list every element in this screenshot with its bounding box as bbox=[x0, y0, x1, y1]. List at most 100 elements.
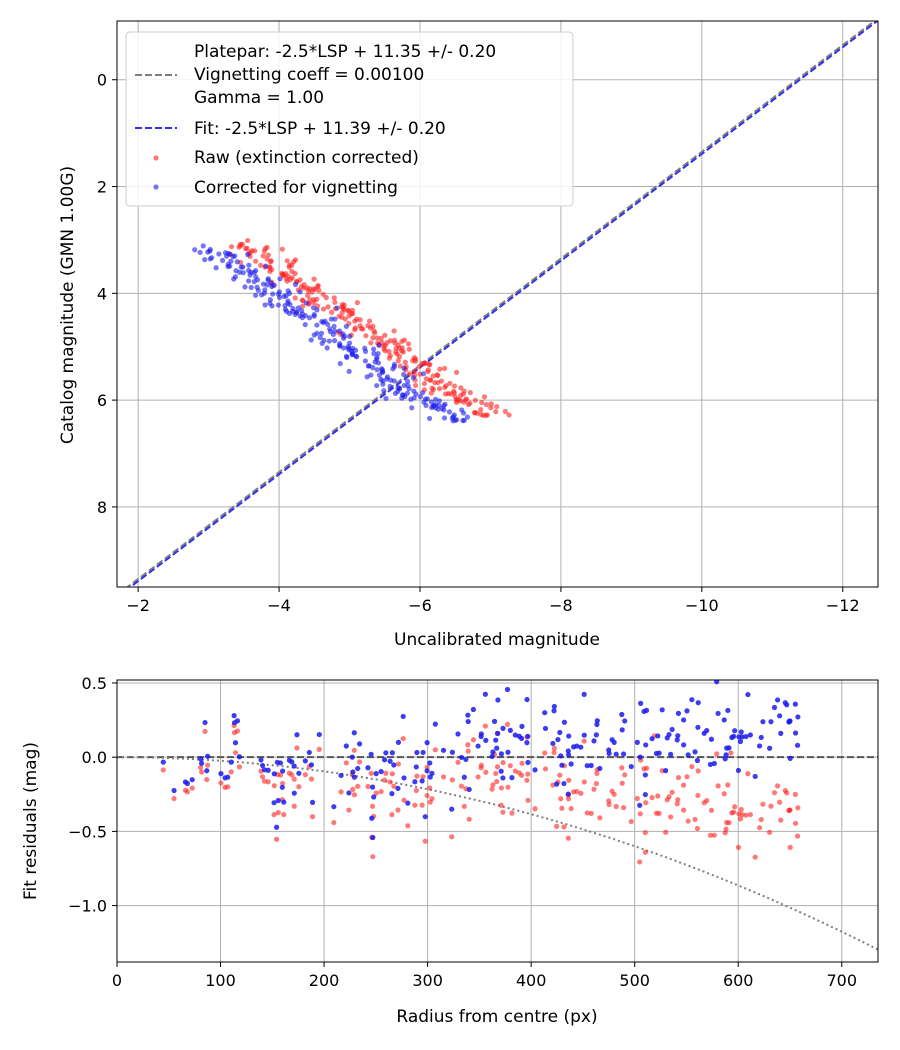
legend-fit-label: Fit: -2.5*LSP + 11.39 +/- 0.20 bbox=[194, 119, 446, 139]
corrected-residual-point bbox=[643, 742, 649, 748]
corrected-point bbox=[213, 265, 219, 271]
raw-residual-point bbox=[365, 783, 371, 790]
corrected-residual-point bbox=[638, 700, 644, 706]
corrected-point bbox=[314, 330, 320, 336]
corrected-point bbox=[286, 290, 293, 296]
corrected-residual-point bbox=[309, 799, 316, 805]
corrected-residual-point bbox=[542, 710, 548, 716]
corrected-residual-point bbox=[725, 707, 731, 714]
raw-residual-point bbox=[774, 783, 781, 789]
raw-residual-point bbox=[378, 788, 384, 795]
raw-residual-point bbox=[656, 810, 662, 817]
corrected-residual-point bbox=[684, 708, 690, 714]
raw-point bbox=[287, 262, 293, 268]
corrected-point bbox=[337, 360, 343, 367]
raw-point bbox=[341, 302, 347, 308]
corrected-residual-point bbox=[498, 751, 505, 757]
raw-residual-point bbox=[721, 791, 727, 797]
corrected-point bbox=[267, 300, 273, 306]
corrected-point bbox=[225, 261, 231, 267]
raw-residual-point bbox=[387, 779, 393, 785]
corrected-residual-point bbox=[500, 775, 506, 781]
raw-point bbox=[264, 244, 270, 250]
corrected-point bbox=[216, 251, 222, 257]
raw-residual-point bbox=[714, 751, 720, 757]
corrected-residual-point bbox=[236, 754, 243, 760]
corrected-point bbox=[380, 369, 386, 375]
corrected-residual-point bbox=[302, 758, 308, 764]
raw-residual-point bbox=[758, 816, 764, 823]
raw-residual-point bbox=[412, 802, 418, 808]
bottom-x-tick-label: 700 bbox=[826, 971, 857, 990]
corrected-residual-point bbox=[778, 730, 784, 736]
raw-residual-point bbox=[728, 750, 734, 756]
raw-point bbox=[436, 386, 443, 392]
corrected-residual-point bbox=[561, 719, 568, 725]
raw-residual-point bbox=[500, 809, 506, 815]
raw-point bbox=[426, 361, 432, 367]
corrected-point bbox=[262, 302, 268, 308]
raw-point bbox=[268, 259, 274, 265]
corrected-point bbox=[420, 371, 427, 377]
corrected-point bbox=[441, 415, 448, 421]
corrected-residual-point bbox=[493, 737, 499, 743]
corrected-residual-point bbox=[475, 743, 481, 749]
raw-residual-point bbox=[470, 737, 476, 743]
corrected-point bbox=[376, 342, 382, 348]
corrected-point bbox=[413, 391, 419, 397]
corrected-point bbox=[303, 300, 309, 306]
corrected-residual-point bbox=[739, 734, 745, 740]
corrected-residual-point bbox=[622, 718, 628, 724]
corrected-residual-point bbox=[412, 779, 418, 785]
raw-residual-point bbox=[498, 802, 504, 808]
corrected-residual-point bbox=[465, 712, 471, 718]
raw-residual-point bbox=[737, 816, 744, 822]
corrected-residual-point bbox=[218, 771, 224, 777]
corrected-residual-point bbox=[349, 754, 355, 760]
corrected-residual-point bbox=[401, 775, 407, 781]
corrected-residual-point bbox=[571, 744, 577, 750]
corrected-residual-point bbox=[695, 700, 701, 706]
raw-residual-point bbox=[228, 769, 234, 775]
raw-residual-point bbox=[232, 750, 239, 756]
corrected-residual-point bbox=[291, 790, 297, 796]
corrected-residual-point bbox=[291, 763, 297, 769]
raw-point bbox=[401, 337, 408, 343]
corrected-residual-point bbox=[491, 718, 498, 724]
corrected-residual-point bbox=[724, 745, 730, 751]
corrected-point bbox=[350, 345, 356, 351]
raw-residual-point bbox=[199, 769, 205, 775]
raw-residual-point bbox=[302, 772, 308, 778]
raw-residual-point bbox=[512, 768, 518, 774]
corrected-residual-point bbox=[395, 739, 402, 745]
raw-residual-point bbox=[551, 745, 557, 751]
raw-residual-point bbox=[694, 825, 701, 832]
corrected-point bbox=[290, 305, 296, 312]
corrected-point bbox=[302, 322, 308, 328]
top-y-tick-label: 4 bbox=[97, 284, 107, 303]
corrected-residual-point bbox=[389, 750, 395, 756]
bottom-x-tick-label: 200 bbox=[309, 971, 340, 990]
corrected-point bbox=[396, 385, 402, 391]
corrected-residual-point bbox=[234, 718, 241, 724]
raw-point bbox=[348, 311, 354, 317]
corrected-residual-point bbox=[584, 763, 590, 769]
raw-residual-point bbox=[280, 780, 286, 787]
corrected-point bbox=[328, 316, 334, 322]
corrected-residual-point bbox=[204, 768, 210, 774]
corrected-point bbox=[362, 358, 368, 364]
corrected-residual-point bbox=[371, 794, 377, 800]
raw-residual-point bbox=[756, 825, 763, 831]
raw-residual-point bbox=[222, 784, 228, 790]
corrected-residual-point bbox=[594, 721, 600, 728]
corrected-point bbox=[276, 289, 283, 295]
corrected-residual-point bbox=[747, 732, 753, 738]
legend: Platepar: -2.5*LSP + 11.35 +/- 0.20 Vign… bbox=[125, 31, 574, 207]
raw-point bbox=[289, 268, 295, 275]
corrected-point bbox=[209, 255, 215, 261]
corrected-residual-point bbox=[692, 749, 698, 755]
raw-point bbox=[244, 245, 250, 251]
raw-residual-point bbox=[291, 803, 297, 809]
legend-vignetting-label: Vignetting coeff = 0.00100 bbox=[194, 65, 424, 85]
corrected-residual-point bbox=[316, 731, 322, 738]
